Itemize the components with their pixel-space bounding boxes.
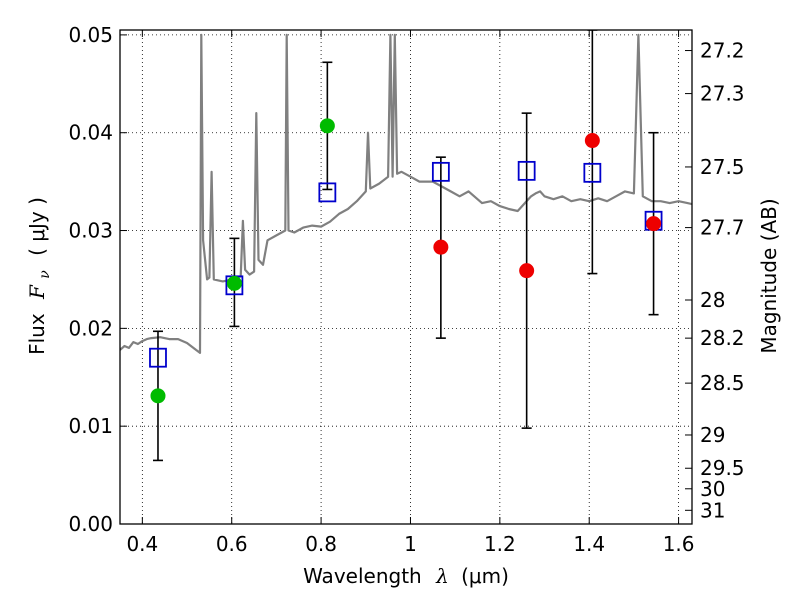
spectrum-line [120, 33, 692, 354]
y2-tick-label: 27.2 [700, 39, 745, 63]
y2-tick-label: 30 [700, 477, 725, 501]
y2-tick-label: 28.5 [700, 371, 745, 395]
model-square [149, 347, 167, 368]
spectrum-series [120, 33, 692, 354]
x-tick-label: 1.4 [573, 532, 605, 556]
red-point [433, 239, 449, 255]
model-square [583, 162, 602, 183]
y-axis-label-text: Flux [25, 313, 49, 355]
y-tick-label: 0.02 [68, 316, 113, 340]
model-square [431, 161, 450, 182]
y-axis-label-subscript: ν [37, 270, 53, 279]
y-axis-label: Flux F ν ( μJy ) [25, 197, 54, 355]
detection-point [150, 388, 166, 404]
x-tick-label: 0.6 [216, 532, 248, 556]
red-point [584, 133, 600, 149]
y2-tick-label: 29.5 [700, 456, 745, 480]
x-tick-label: 1 [404, 532, 417, 556]
y2-tick-label: 27.3 [700, 82, 745, 106]
y-tick-label: 0.04 [68, 121, 113, 145]
x-axis-label-text: Wavelength [303, 564, 422, 588]
x-axis-label-symbol: λ [435, 564, 449, 588]
y-tick-label: 0.01 [68, 414, 113, 438]
y-axis-label-unit: ( μJy ) [25, 197, 49, 256]
y2-tick-label: 31 [700, 498, 725, 522]
y-tick-label: 0.03 [68, 219, 113, 243]
red-point [646, 216, 662, 232]
x-axis-label: Wavelength λ (μm) [303, 564, 509, 588]
y2-tick-label: 28.2 [700, 326, 745, 350]
model-square [318, 182, 337, 203]
x-axis-label-unit: (μm) [461, 564, 509, 588]
x-tick-label: 0.8 [305, 532, 337, 556]
detection-point [319, 118, 335, 134]
y-axis-label-symbol: F [25, 284, 49, 300]
axis-ticks: 0.4 0.6 0.8 1 1.2 1.4 1.6 0.00 0.01 0.02 0.03 0.04 0… [68, 23, 744, 556]
y-tick-label: 0.00 [68, 512, 113, 536]
y2-tick-label: 28 [700, 288, 725, 312]
y2-axis-label: Magnitude (AB) [757, 198, 781, 353]
y-tick-label: 0.05 [68, 23, 113, 47]
x-tick-label: 1.6 [663, 532, 695, 556]
x-tick-label: 1.2 [484, 532, 516, 556]
model-square [517, 160, 536, 181]
plot-frame [119, 29, 693, 525]
y2-tick-label: 27.5 [700, 155, 745, 179]
x-tick-label: 0.4 [126, 532, 158, 556]
y2-tick-label: 29 [700, 423, 725, 447]
detection-point [226, 275, 242, 291]
red-point [519, 263, 535, 279]
photometry-points [149, 30, 663, 462]
y2-tick-label: 27.7 [700, 216, 745, 240]
